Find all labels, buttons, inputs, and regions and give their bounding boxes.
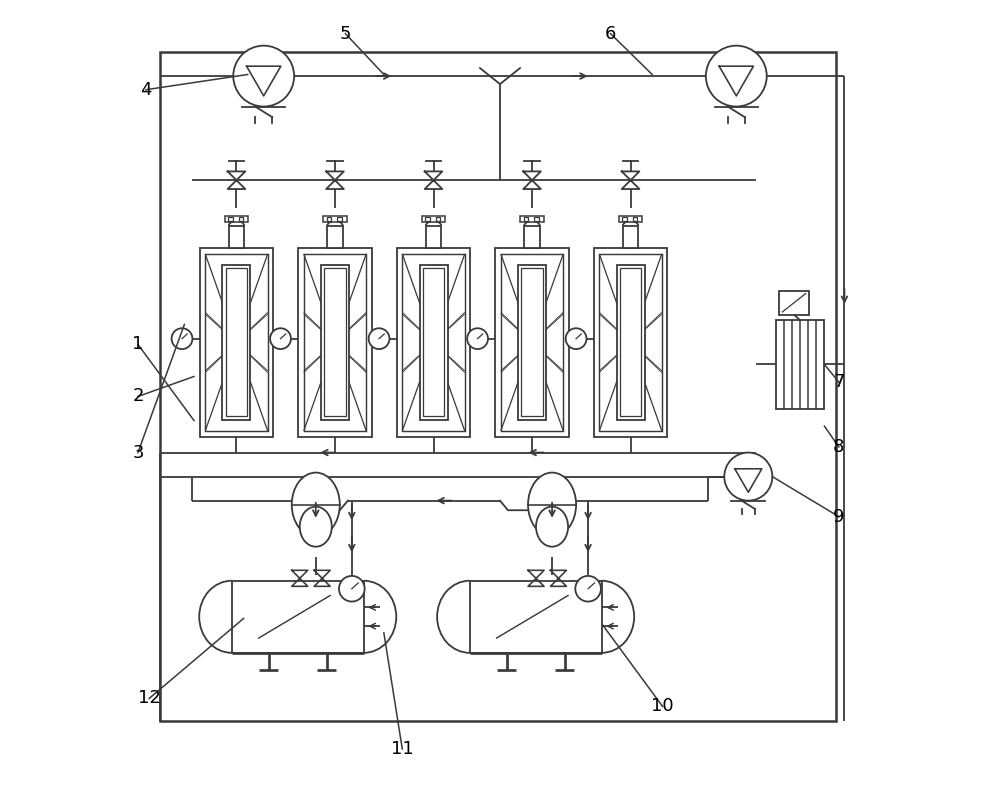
Ellipse shape xyxy=(300,506,332,546)
Bar xyxy=(402,254,465,431)
Circle shape xyxy=(233,46,294,107)
Circle shape xyxy=(566,328,587,349)
Bar xyxy=(501,254,563,431)
Bar xyxy=(620,268,641,417)
Bar xyxy=(298,248,372,437)
Ellipse shape xyxy=(528,473,576,537)
Text: 1: 1 xyxy=(132,336,144,353)
Bar xyxy=(495,248,569,437)
Text: 4: 4 xyxy=(140,81,152,99)
Text: 2: 2 xyxy=(132,388,144,405)
Circle shape xyxy=(172,328,192,349)
Bar xyxy=(623,226,638,248)
Bar xyxy=(304,254,366,431)
Text: 10: 10 xyxy=(651,698,674,715)
Bar xyxy=(422,216,445,222)
Circle shape xyxy=(575,576,601,602)
Bar xyxy=(337,217,342,221)
Text: 8: 8 xyxy=(833,438,845,456)
Circle shape xyxy=(467,328,488,349)
Bar xyxy=(324,268,346,417)
Text: 11: 11 xyxy=(391,740,414,758)
Bar xyxy=(470,581,602,653)
Bar xyxy=(594,248,667,437)
Bar xyxy=(617,265,645,420)
Bar xyxy=(225,216,248,222)
Circle shape xyxy=(339,576,365,602)
Bar xyxy=(425,217,430,221)
Text: 6: 6 xyxy=(605,25,616,42)
Text: 7: 7 xyxy=(833,373,845,391)
Bar xyxy=(518,265,546,420)
Ellipse shape xyxy=(536,506,568,546)
Bar xyxy=(239,217,243,221)
Text: 9: 9 xyxy=(833,508,845,525)
Bar xyxy=(779,291,809,315)
Bar xyxy=(226,268,247,417)
Bar xyxy=(776,320,824,409)
Bar xyxy=(323,216,347,222)
Circle shape xyxy=(724,453,772,501)
Bar xyxy=(327,217,331,221)
Bar xyxy=(228,217,233,221)
Ellipse shape xyxy=(292,473,340,537)
Bar xyxy=(436,217,440,221)
Text: 3: 3 xyxy=(132,444,144,461)
Bar xyxy=(397,248,470,437)
Bar xyxy=(327,226,343,248)
Bar xyxy=(200,248,273,437)
Bar xyxy=(524,226,540,248)
Bar xyxy=(420,265,448,420)
Circle shape xyxy=(369,328,389,349)
Bar xyxy=(229,226,244,248)
Bar xyxy=(524,217,528,221)
Bar xyxy=(619,216,642,222)
Bar xyxy=(160,52,836,721)
Bar xyxy=(222,265,250,420)
Bar xyxy=(321,265,349,420)
Bar xyxy=(622,217,627,221)
Circle shape xyxy=(706,46,767,107)
Text: 5: 5 xyxy=(340,25,351,42)
Bar xyxy=(423,268,444,417)
Bar xyxy=(426,226,441,248)
Bar xyxy=(520,216,544,222)
Bar xyxy=(205,254,268,431)
Bar xyxy=(599,254,662,431)
Bar xyxy=(521,268,543,417)
Bar xyxy=(534,217,539,221)
Text: 12: 12 xyxy=(138,690,161,707)
Bar xyxy=(232,581,364,653)
Circle shape xyxy=(270,328,291,349)
Bar xyxy=(633,217,637,221)
